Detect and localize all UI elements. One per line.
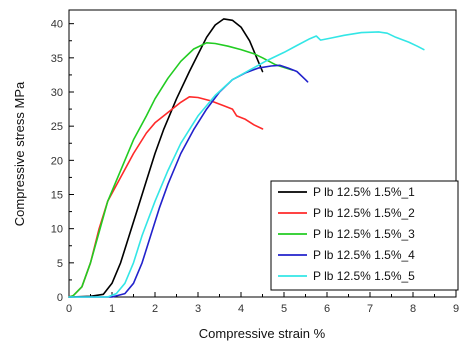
x-tick-label: 5	[281, 303, 287, 315]
x-axis: 0 1 2 3 4 5 6 7 8 9	[66, 292, 459, 315]
x-tick-label: 3	[195, 303, 201, 315]
x-tick-label: 2	[152, 303, 158, 315]
x-tick-label: 6	[324, 303, 330, 315]
x-tick-label: 1	[109, 303, 115, 315]
y-axis: 0 5 10 15 20 25 30 35 40	[51, 19, 74, 304]
y-tick-label: 30	[51, 87, 63, 99]
y-tick-label: 0	[57, 292, 63, 304]
y-tick-label: 25	[51, 121, 63, 133]
x-tick-label: 4	[238, 303, 244, 315]
legend: P lb 12.5% 1.5%_1 P lb 12.5% 1.5%_2 P lb 1…	[270, 180, 459, 291]
y-tick-label: 5	[57, 258, 63, 270]
y-axis-title: Compressive stress MPa	[12, 81, 27, 226]
x-tick-label: 7	[367, 303, 373, 315]
series-line-1	[68, 18, 264, 298]
legend-label-2: P lb 12.5% 1.5%_2	[313, 206, 415, 220]
series-line-5	[68, 31, 425, 298]
x-tick-label: 0	[66, 303, 72, 315]
y-tick-label: 40	[51, 19, 63, 31]
y-tick-label: 20	[51, 155, 63, 167]
y-tick-label: 35	[51, 53, 63, 65]
x-tick-label: 8	[410, 303, 416, 315]
y-tick-label: 10	[51, 224, 63, 236]
x-tick-label: 9	[453, 303, 459, 315]
series-line-4	[68, 64, 309, 298]
series-layer	[68, 18, 425, 298]
x-axis-title: Compressive strain %	[199, 326, 326, 341]
y-tick-label: 15	[51, 190, 63, 202]
legend-box	[270, 180, 459, 291]
legend-label-1: P lb 12.5% 1.5%_1	[313, 185, 415, 199]
legend-label-4: P lb 12.5% 1.5%_4	[313, 248, 415, 262]
series-line-3	[68, 42, 294, 298]
legend-label-3: P lb 12.5% 1.5%_3	[313, 227, 415, 241]
legend-label-5: P lb 12.5% 1.5%_5	[313, 269, 415, 283]
